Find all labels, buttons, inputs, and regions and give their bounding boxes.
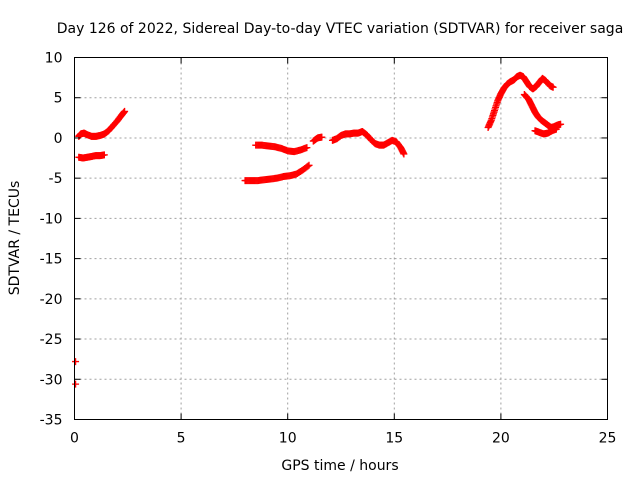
y-tick-label: -10 [40,211,63,227]
y-tick-label: 10 [45,51,63,67]
x-tick-label: 20 [492,431,510,447]
series-seg5 [309,133,326,145]
y-tick-label: -5 [49,171,63,187]
y-tick-label: -20 [40,292,63,308]
axis-ticks: 0 5 10 15 20 25 10 5 0 -5 -10 -15 -20 -25 -30 -35 [40,51,617,447]
y-tick-label: -35 [40,413,63,429]
data-point [305,161,313,169]
y-tick-label: 5 [54,91,63,107]
y-tick-label: -30 [40,372,63,388]
y-tick-label: -15 [40,252,63,268]
x-tick-label: 15 [385,431,403,447]
data-point [400,150,408,158]
chart-title: Day 126 of 2022, Sidereal Day-to-day VTE… [57,21,624,37]
x-tick-label: 5 [177,431,186,447]
series-seg7 [484,71,557,131]
data-point [318,133,326,141]
data-point [72,380,80,388]
x-tick-label: 10 [279,431,297,447]
series-seg9 [531,125,560,138]
x-axis-label: GPS time / hours [281,458,398,474]
data-point [303,144,311,152]
series-outliers [72,358,80,388]
data-points [72,71,565,388]
data-point [72,358,80,366]
y-tick-label: 0 [54,131,63,147]
y-tick-label: -25 [40,332,63,348]
series-seg8 [520,91,565,131]
data-point [552,125,560,133]
plot-frame [74,57,608,420]
series-seg6 [328,128,408,158]
series-seg2 [75,151,108,162]
series-seg1 [75,107,129,140]
grid [74,57,608,420]
data-point [557,120,565,128]
x-tick-label: 0 [70,431,79,447]
data-point [549,83,557,91]
y-axis-label: SDTVAR / TECUs [7,181,23,296]
data-point [121,107,129,115]
data-point [100,151,108,159]
series-seg4 [241,161,313,185]
series-seg3 [252,141,311,156]
data-point [304,162,312,170]
x-tick-label: 25 [599,431,617,447]
